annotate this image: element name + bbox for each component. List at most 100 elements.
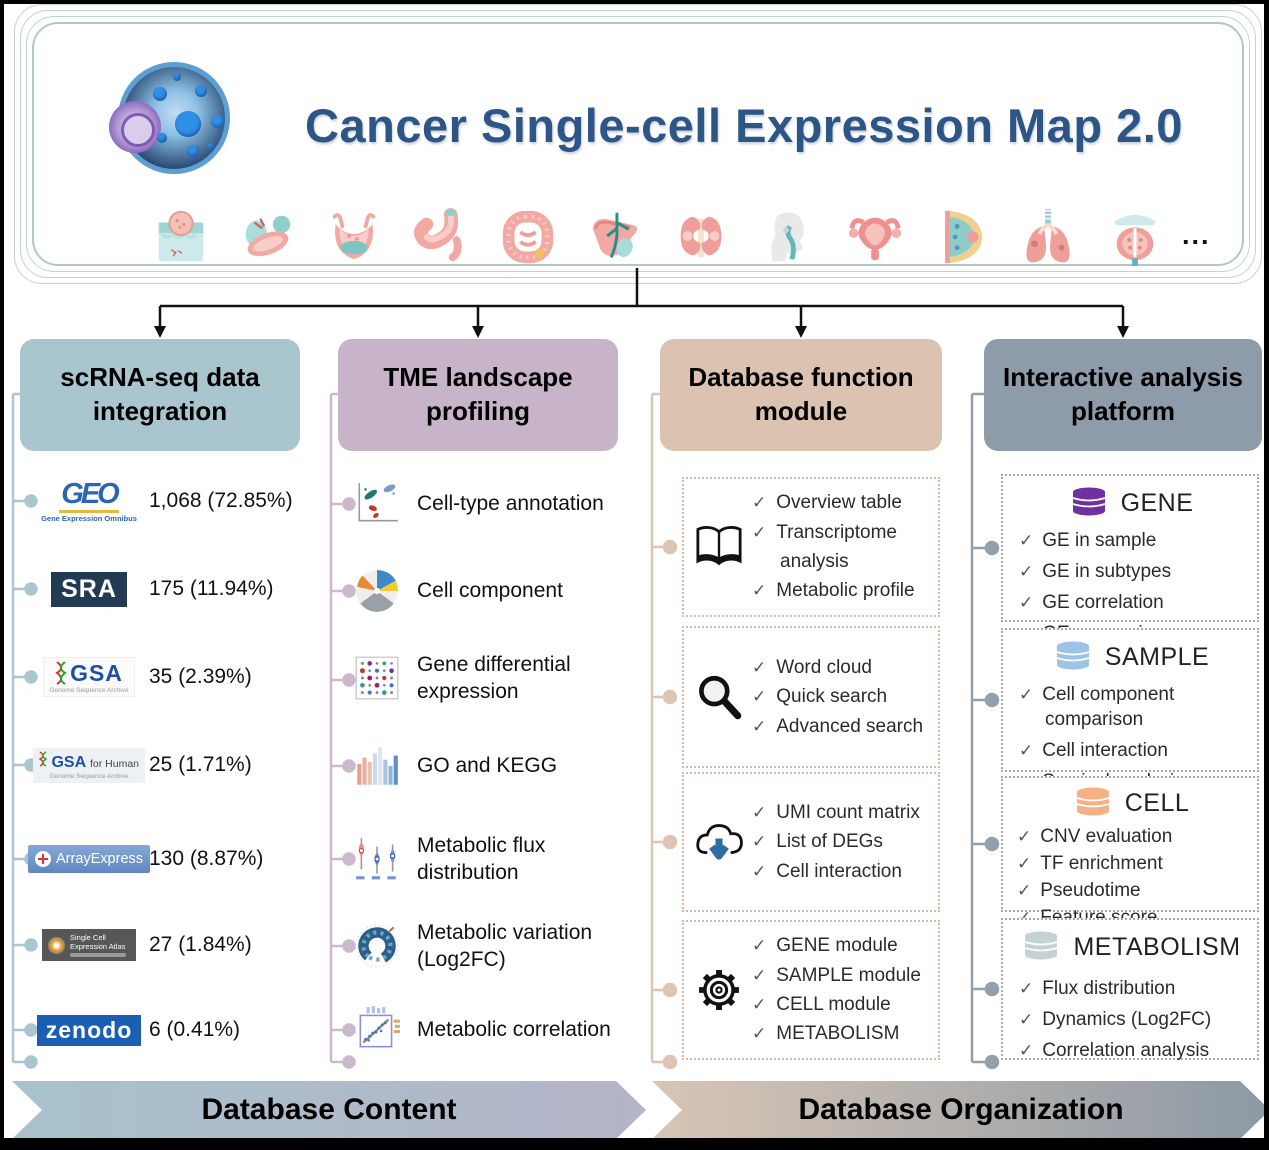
- gsa-logo: GSA Genome Sequence Archive: [42, 647, 136, 707]
- source-count: 25 (1.71%): [149, 753, 252, 776]
- page-title: Cancer Single-cell Expression Map 2.0: [305, 99, 1183, 152]
- organ-uterus-icon: [846, 206, 904, 268]
- zenodo-logo: zenodo: [36, 1000, 142, 1060]
- function-box-download: UMI count matrix List of DEGs Cell inter…: [682, 772, 940, 912]
- geo-logo: GEO Gene Expression Omnibus: [41, 477, 137, 523]
- header-tme-profiling: TME landscape profiling: [338, 339, 618, 451]
- gear-icon: [692, 963, 746, 1017]
- module-item: Pseudotime: [1017, 877, 1253, 904]
- cell-dot: [173, 73, 181, 81]
- module-box-sample: SAMPLE Cell component comparison Cell in…: [1001, 628, 1259, 792]
- function-item: METABOLISM: [752, 1019, 932, 1048]
- module-item: CNV evaluation: [1017, 823, 1253, 850]
- module-title: GENE: [1120, 489, 1194, 517]
- source-row-zenodo: zenodo 6 (0.41%): [36, 999, 304, 1061]
- organ-lung-icon: [1019, 206, 1077, 268]
- function-box-search: Word cloud Quick search Advanced search: [682, 626, 940, 768]
- organ-skin-icon: [152, 206, 210, 268]
- module-item: Dynamics (Log2FC): [1019, 1004, 1253, 1035]
- module-title: METABOLISM: [1073, 933, 1241, 961]
- cell-dot: [157, 133, 167, 143]
- arrayexpress-logo: ArrayExpress: [27, 829, 151, 889]
- cloud-download-icon: [692, 815, 746, 869]
- function-item: CELL module: [752, 990, 932, 1019]
- single-cell-expression-atlas-logo: Single Cell Expression Atlas: [42, 915, 136, 975]
- source-count: 6 (0.41%): [149, 1018, 241, 1041]
- module-item: TF enrichment: [1017, 850, 1253, 877]
- module-item: Cell component comparison: [1019, 679, 1253, 735]
- sra-logo: SRA: [42, 559, 136, 619]
- tme-row: Metabolic variation (Log2FC): [352, 913, 620, 979]
- arrayexpress-icon: [34, 851, 51, 867]
- function-item: SAMPLE module: [752, 961, 932, 990]
- violin-plot-icon: [352, 834, 402, 884]
- module-item: Correlation analysis: [1019, 1035, 1253, 1066]
- module-item: GE in subtypes: [1019, 556, 1253, 587]
- gsa-for-human-logo: GSA for Human Genome Sequence Archive: [33, 735, 146, 795]
- scea-icon: [48, 936, 65, 954]
- database-icon-gene: [1067, 486, 1111, 521]
- organ-stomach-icon: [412, 206, 470, 268]
- polar-pie-icon: [352, 566, 402, 616]
- circular-plot-icon: [352, 921, 402, 971]
- tme-row: Gene differential expression: [352, 645, 620, 711]
- organ-ellipsis: ...: [1182, 220, 1211, 250]
- banner-database-content: Database Content: [12, 1081, 646, 1139]
- function-item: Metabolic profile: [752, 576, 932, 605]
- tme-row: Metabolic flux distribution: [352, 826, 620, 892]
- function-item: Advanced search: [752, 712, 932, 741]
- database-icon-cell: [1071, 786, 1115, 821]
- function-item: List of DEGs: [752, 827, 932, 856]
- function-item: Transcriptome analysis: [752, 518, 932, 577]
- source-row-geo: GEO Gene Expression Omnibus 1,068 (72.85…: [41, 470, 304, 532]
- cell-dot: [187, 145, 199, 157]
- organ-intestine-icon: [499, 206, 557, 268]
- database-icon-metabolism: [1019, 930, 1063, 965]
- module-title: SAMPLE: [1104, 643, 1210, 671]
- function-box-overview: Overview table Transcriptome analysis Me…: [682, 477, 940, 617]
- dna-icon: [55, 661, 67, 685]
- organ-bladder-icon: [325, 206, 383, 268]
- source-row-scea: Single Cell Expression Atlas 27 (1.84%): [42, 914, 304, 976]
- function-box-modules: GENE module SAMPLE module CELL module ME…: [682, 920, 940, 1060]
- module-box-gene: GENE GE in sample GE in subtypes GE corr…: [1001, 474, 1259, 644]
- module-box-metabolism: METABOLISM Flux distribution Dynamics (L…: [1001, 918, 1259, 1061]
- cell-cluster-icon: [109, 101, 161, 153]
- source-row-gsa: GSA Genome Sequence Archive 35 (2.39%): [42, 646, 304, 708]
- app-logo-cell-icon: [109, 62, 230, 174]
- source-count: 1,068 (72.85%): [149, 489, 293, 512]
- tme-row: Metabolic correlation: [352, 997, 620, 1063]
- tme-row: Cell component: [352, 558, 620, 624]
- function-item: Overview table: [752, 488, 932, 517]
- module-item: GE correlation: [1019, 587, 1253, 618]
- organ-icon-row: [152, 204, 1164, 270]
- organ-breast-icon: [932, 206, 990, 268]
- module-item: Cell interaction: [1019, 735, 1253, 766]
- organ-throat-icon: [759, 206, 817, 268]
- source-row-sra: SRA 175 (11.94%): [42, 558, 304, 620]
- source-count: 130 (8.87%): [149, 847, 264, 870]
- cell-dot: [195, 85, 207, 97]
- cell-dot: [175, 111, 201, 137]
- module-title: CELL: [1124, 789, 1190, 817]
- hero-card: Cancer Single-cell Expression Map 2.0 ..…: [32, 22, 1244, 267]
- magnifier-icon: [692, 670, 746, 724]
- function-item: Cell interaction: [752, 857, 932, 886]
- source-row-arrayexpress: ArrayExpress 130 (8.87%): [27, 828, 304, 890]
- source-count: 35 (2.39%): [149, 665, 252, 688]
- organ-liver-icon: [586, 206, 644, 268]
- bar-chart-icon: [352, 741, 402, 791]
- function-item: GENE module: [752, 931, 932, 960]
- source-count: 175 (11.94%): [149, 577, 274, 600]
- function-item: Word cloud: [752, 653, 932, 682]
- dna-icon: [38, 750, 48, 767]
- database-icon-sample: [1051, 640, 1095, 675]
- source-count: 27 (1.84%): [149, 933, 252, 956]
- cell-dot: [211, 115, 224, 128]
- tme-row: GO and KEGG: [352, 733, 620, 799]
- module-item: GE in sample: [1019, 525, 1253, 556]
- cell-dot: [153, 87, 167, 101]
- module-item: Flux distribution: [1019, 973, 1253, 1004]
- tme-row: Cell-type annotation: [352, 471, 620, 537]
- header-interactive-platform: Interactive analysis platform: [984, 339, 1262, 451]
